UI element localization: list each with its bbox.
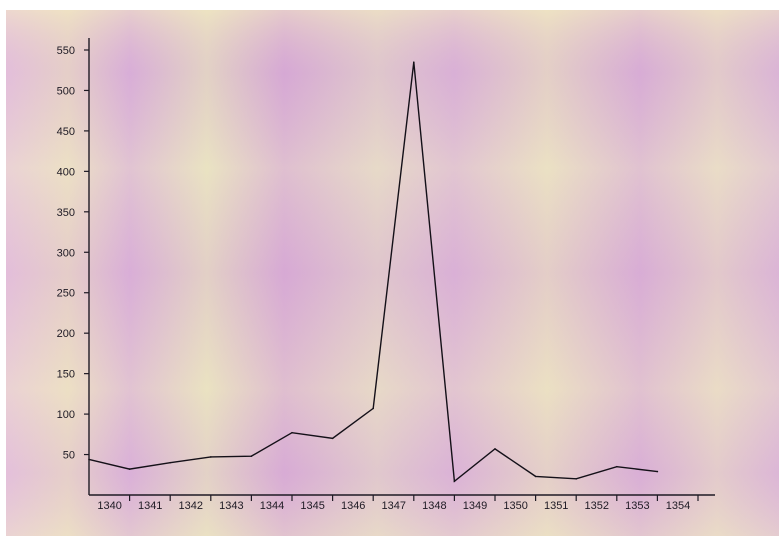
y-tick-label: 150 [57,369,75,381]
y-tick-label: 350 [57,207,75,219]
chart-background-overlay [6,10,779,536]
data-point [210,456,212,458]
x-tick-label: 1344 [260,500,284,512]
x-tick-label: 1348 [422,500,446,512]
data-point [413,61,415,63]
x-tick-label: 1341 [138,500,162,512]
axes [88,38,715,496]
y-tick-label: 450 [57,126,75,138]
data-point [656,470,659,473]
x-tick-label: 1353 [625,500,649,512]
data-point [169,461,171,464]
series-group [88,61,659,483]
y-tick-label: 400 [57,166,75,178]
y-tick-label: 50 [63,450,75,462]
data-point [88,458,90,461]
x-axis-ticks: 1340 1341 1342 1343 1344 1345 1346 1347 1348 1349… [97,495,699,512]
y-tick-label: 250 [57,288,75,300]
x-tick-label: 1354 [666,500,690,512]
x-tick-label: 1352 [585,500,609,512]
x-tick-label: 1349 [463,500,487,512]
x-tick-label: 1342 [179,500,203,512]
y-tick-label: 500 [57,85,75,97]
data-point [291,431,293,434]
y-axis-ticks: 50 100 150 200 250 300 350 400 450 500 550 [57,45,89,462]
x-tick-label: 1347 [382,500,406,512]
y-tick-label: 100 [57,409,75,421]
y-tick-label: 300 [57,247,75,259]
data-point [331,437,334,440]
y-tick-label: 550 [57,45,75,57]
data-point [250,455,253,457]
data-point [616,465,618,468]
x-tick-label: 1340 [97,500,121,512]
data-point [453,480,456,483]
data-point [372,407,375,410]
x-tick-label: 1343 [219,500,243,512]
x-tick-label: 1351 [544,500,568,512]
x-tick-label: 1345 [300,500,324,512]
data-point [575,478,577,480]
y-tick-label: 200 [57,328,75,340]
data-point [534,475,537,478]
data-point [128,468,131,470]
x-tick-label: 1346 [341,500,365,512]
data-point [494,448,496,450]
x-tick-label: 1350 [503,500,527,512]
